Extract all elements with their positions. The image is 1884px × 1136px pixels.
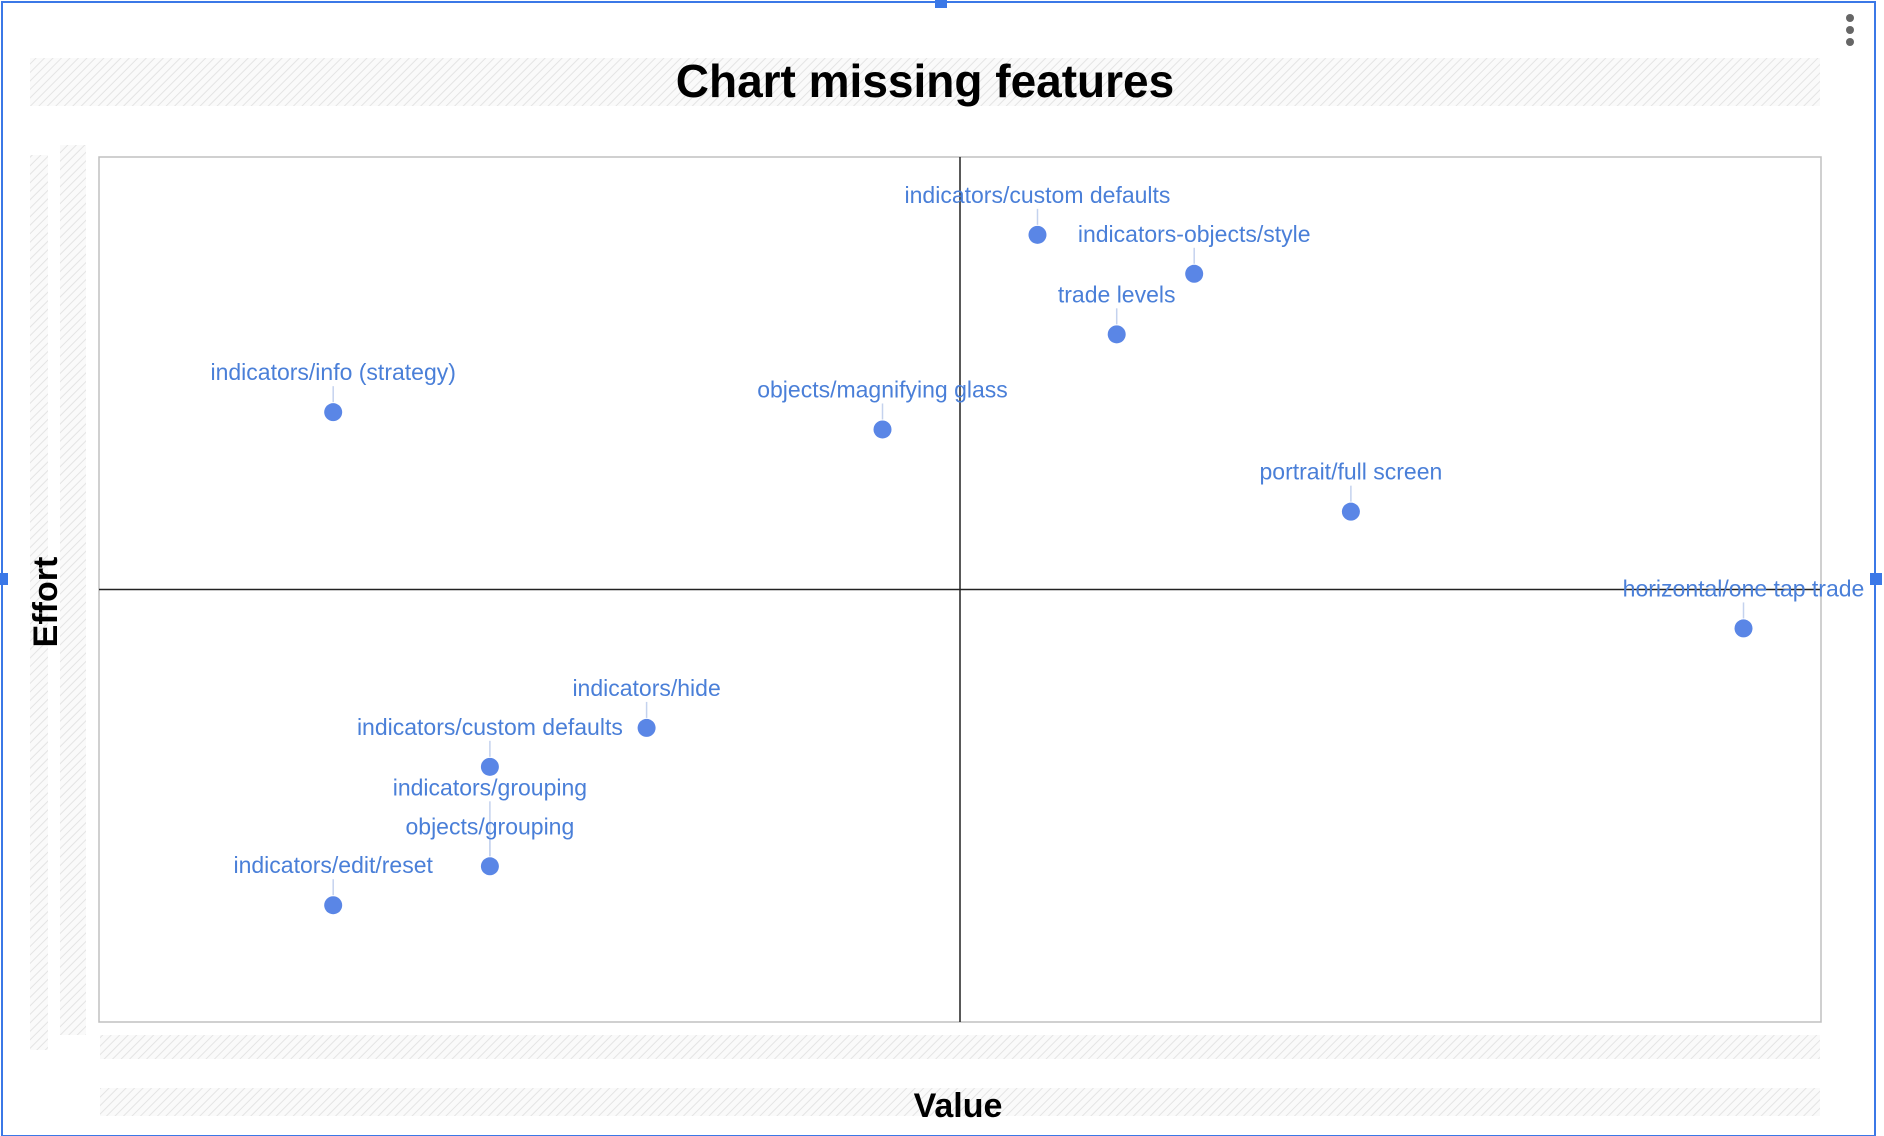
data-label: indicators/custom defaults [357,714,623,740]
data-point[interactable] [480,857,499,876]
data-points [324,225,1753,915]
more-vert-icon[interactable] [1838,10,1862,54]
data-label: horizontal/one tap trade [1623,575,1865,601]
data-label: objects/magnifying glass [757,376,1008,402]
title-region[interactable] [30,58,1820,106]
data-labels: indicators/custom defaults indicators-obj… [210,182,1864,878]
data-label: objects/grouping [405,813,574,839]
data-label: trade levels [1058,281,1176,307]
data-point[interactable] [1028,225,1047,244]
resize-handle-top[interactable] [935,0,947,8]
data-label: indicators-objects/style [1078,221,1311,247]
data-point[interactable] [324,896,343,915]
y-axis-title[interactable]: Effort [27,557,65,648]
data-point[interactable] [324,403,343,422]
data-point[interactable] [1341,502,1360,521]
resize-handle-left[interactable] [0,573,8,585]
data-point[interactable] [480,757,499,776]
data-point[interactable] [873,420,892,439]
data-label: indicators/grouping [393,774,587,800]
data-label: indicators/info (strategy) [210,359,455,385]
data-point[interactable] [637,718,656,737]
x-axis-title-region[interactable] [100,1088,1820,1116]
data-label: indicators/custom defaults [905,182,1171,208]
data-label: indicators/hide [572,675,720,701]
chart-title[interactable]: Chart missing features [676,55,1174,107]
data-point[interactable] [1734,619,1753,638]
data-point[interactable] [1185,264,1204,283]
label-leaders [332,208,1745,896]
quadrant-lines [99,157,1821,1022]
x-axis-tick-region[interactable] [100,1035,1820,1059]
y-axis-title-region[interactable] [30,155,48,1050]
data-point[interactable] [1107,325,1126,344]
resize-handle-right[interactable] [1870,573,1882,585]
x-axis-title[interactable]: Value [914,1087,1003,1125]
y-axis-tick-region[interactable] [60,145,86,1035]
data-label: portrait/full screen [1259,459,1442,485]
data-label: indicators/edit/reset [233,852,433,878]
